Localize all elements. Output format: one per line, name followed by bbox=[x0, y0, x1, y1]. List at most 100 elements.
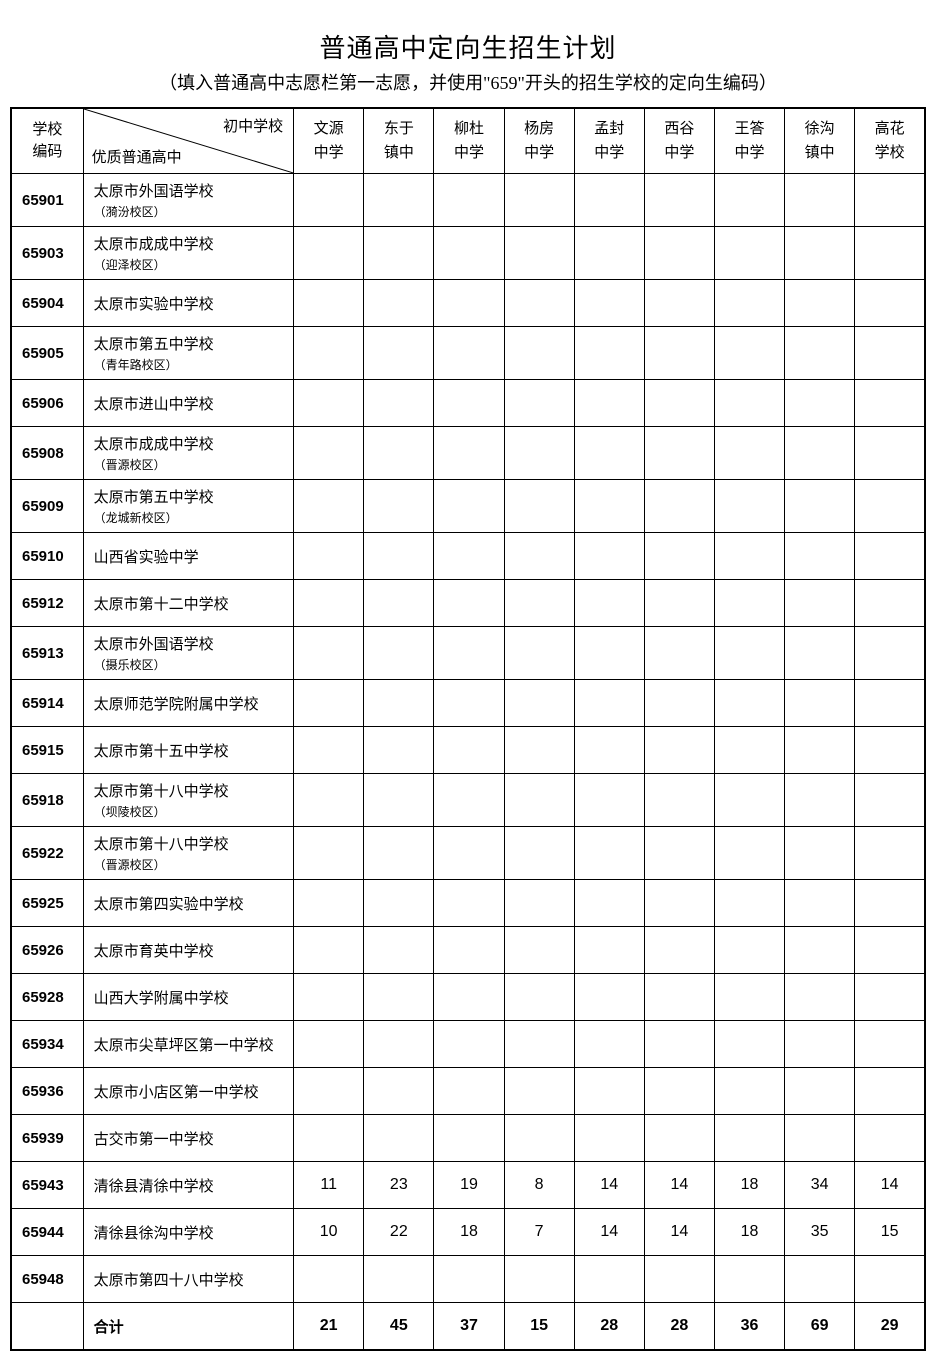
cell-value bbox=[574, 1068, 644, 1115]
cell-value bbox=[294, 827, 364, 880]
cell-value bbox=[644, 280, 714, 327]
cell-value bbox=[504, 380, 574, 427]
cell-value bbox=[294, 974, 364, 1021]
cell-value bbox=[574, 427, 644, 480]
cell-value bbox=[714, 1021, 784, 1068]
cell-value bbox=[785, 680, 855, 727]
header-mid-2: 柳杜中学 bbox=[434, 108, 504, 174]
total-label: 合计 bbox=[83, 1303, 293, 1351]
cell-value bbox=[644, 1115, 714, 1162]
cell-value bbox=[855, 1256, 925, 1303]
cell-value bbox=[504, 774, 574, 827]
cell-value bbox=[644, 927, 714, 974]
cell-value bbox=[785, 174, 855, 227]
cell-value bbox=[714, 480, 784, 533]
cell-school: 山西省实验中学 bbox=[83, 533, 293, 580]
cell-value bbox=[434, 480, 504, 533]
cell-code: 65918 bbox=[11, 774, 83, 827]
cell-school: 太原市第十二中学校 bbox=[83, 580, 293, 627]
cell-value bbox=[644, 227, 714, 280]
cell-value: 19 bbox=[434, 1162, 504, 1209]
cell-value bbox=[644, 727, 714, 774]
cell-code: 65948 bbox=[11, 1256, 83, 1303]
cell-value bbox=[574, 380, 644, 427]
cell-code: 65904 bbox=[11, 280, 83, 327]
cell-code: 65939 bbox=[11, 1115, 83, 1162]
header-mid-5: 西谷中学 bbox=[644, 108, 714, 174]
cell-school: 太原市外国语学校（摄乐校区） bbox=[83, 627, 293, 680]
table-row: 65904太原市实验中学校 bbox=[11, 280, 925, 327]
cell-value bbox=[434, 227, 504, 280]
page-subtitle: （填入普通高中志愿栏第一志愿，并使用"659"开头的招生学校的定向生编码） bbox=[10, 69, 926, 95]
cell-value: 23 bbox=[364, 1162, 434, 1209]
cell-value bbox=[785, 280, 855, 327]
table-row: 65915太原市第十五中学校 bbox=[11, 727, 925, 774]
cell-value bbox=[855, 227, 925, 280]
total-value: 21 bbox=[294, 1303, 364, 1351]
cell-value bbox=[364, 427, 434, 480]
cell-value bbox=[574, 533, 644, 580]
cell-value bbox=[714, 533, 784, 580]
cell-code: 65925 bbox=[11, 880, 83, 927]
cell-value bbox=[574, 727, 644, 774]
cell-value bbox=[504, 580, 574, 627]
header-diagonal: 初中学校 优质普通高中 bbox=[83, 108, 293, 174]
cell-value bbox=[364, 1068, 434, 1115]
cell-value bbox=[434, 1068, 504, 1115]
cell-school: 太原市小店区第一中学校 bbox=[83, 1068, 293, 1115]
cell-value bbox=[644, 880, 714, 927]
table-row: 65943清徐县清徐中学校11231981414183414 bbox=[11, 1162, 925, 1209]
cell-value bbox=[434, 427, 504, 480]
cell-school: 太原市成成中学校（晋源校区） bbox=[83, 427, 293, 480]
cell-value: 7 bbox=[504, 1209, 574, 1256]
cell-value bbox=[434, 927, 504, 974]
cell-value: 14 bbox=[574, 1209, 644, 1256]
cell-value bbox=[714, 880, 784, 927]
cell-code: 65934 bbox=[11, 1021, 83, 1068]
cell-value bbox=[294, 327, 364, 380]
cell-value bbox=[294, 1256, 364, 1303]
cell-value: 35 bbox=[785, 1209, 855, 1256]
cell-value bbox=[785, 1115, 855, 1162]
cell-value bbox=[504, 880, 574, 927]
cell-value bbox=[434, 1021, 504, 1068]
table-row: 65939古交市第一中学校 bbox=[11, 1115, 925, 1162]
cell-value bbox=[855, 1115, 925, 1162]
table-row: 65926太原市育英中学校 bbox=[11, 927, 925, 974]
cell-value bbox=[294, 174, 364, 227]
cell-school: 太原师范学院附属中学校 bbox=[83, 680, 293, 727]
cell-value bbox=[364, 280, 434, 327]
cell-value bbox=[574, 1021, 644, 1068]
cell-value bbox=[785, 380, 855, 427]
cell-value bbox=[785, 327, 855, 380]
cell-value bbox=[644, 974, 714, 1021]
cell-value bbox=[855, 174, 925, 227]
plan-table: 学校编码 初中学校 优质普通高中 文源中学 东于镇中 柳杜中学 杨房中学 孟封中… bbox=[10, 107, 926, 1351]
total-value: 28 bbox=[574, 1303, 644, 1351]
cell-value bbox=[574, 327, 644, 380]
cell-value bbox=[574, 927, 644, 974]
cell-value bbox=[294, 774, 364, 827]
cell-value bbox=[855, 580, 925, 627]
cell-value bbox=[714, 1068, 784, 1115]
cell-value bbox=[434, 827, 504, 880]
cell-value bbox=[785, 227, 855, 280]
header-row: 学校编码 初中学校 优质普通高中 文源中学 东于镇中 柳杜中学 杨房中学 孟封中… bbox=[11, 108, 925, 174]
cell-value bbox=[294, 533, 364, 580]
cell-value: 10 bbox=[294, 1209, 364, 1256]
cell-value: 22 bbox=[364, 1209, 434, 1256]
cell-code: 65915 bbox=[11, 727, 83, 774]
cell-value bbox=[574, 974, 644, 1021]
cell-code: 65905 bbox=[11, 327, 83, 380]
cell-value bbox=[855, 1021, 925, 1068]
table-row: 65936太原市小店区第一中学校 bbox=[11, 1068, 925, 1115]
cell-value bbox=[504, 974, 574, 1021]
cell-value bbox=[434, 774, 504, 827]
cell-value bbox=[855, 880, 925, 927]
cell-school: 太原市第五中学校（龙城新校区） bbox=[83, 480, 293, 533]
cell-value bbox=[714, 774, 784, 827]
cell-value bbox=[644, 1021, 714, 1068]
cell-code: 65914 bbox=[11, 680, 83, 727]
cell-code: 65926 bbox=[11, 927, 83, 974]
header-mid-4: 孟封中学 bbox=[574, 108, 644, 174]
